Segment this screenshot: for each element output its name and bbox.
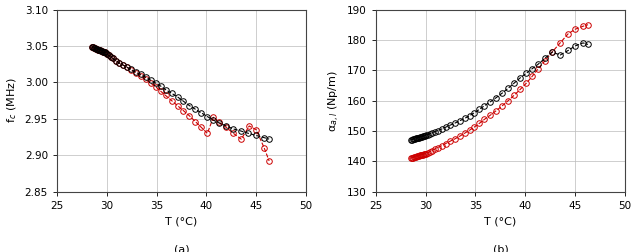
Title: (a): (a) [174, 244, 189, 252]
Y-axis label: f$_c$ (MHz): f$_c$ (MHz) [6, 78, 19, 123]
X-axis label: T (°C): T (°C) [484, 216, 517, 226]
X-axis label: T (°C): T (°C) [166, 216, 197, 226]
Title: (b): (b) [492, 244, 508, 252]
Y-axis label: α$_{a,l}$ (Np/m): α$_{a,l}$ (Np/m) [326, 70, 341, 132]
